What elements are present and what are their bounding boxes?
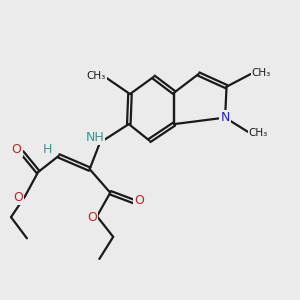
Text: CH₃: CH₃ bbox=[248, 128, 268, 138]
Text: O: O bbox=[12, 143, 22, 157]
Text: H: H bbox=[43, 143, 52, 156]
Text: CH₃: CH₃ bbox=[251, 68, 271, 78]
Text: O: O bbox=[14, 191, 23, 205]
Text: N: N bbox=[220, 111, 230, 124]
Text: NH: NH bbox=[85, 131, 104, 144]
Text: O: O bbox=[134, 194, 144, 207]
Text: O: O bbox=[87, 211, 97, 224]
Text: CH₃: CH₃ bbox=[86, 71, 106, 81]
